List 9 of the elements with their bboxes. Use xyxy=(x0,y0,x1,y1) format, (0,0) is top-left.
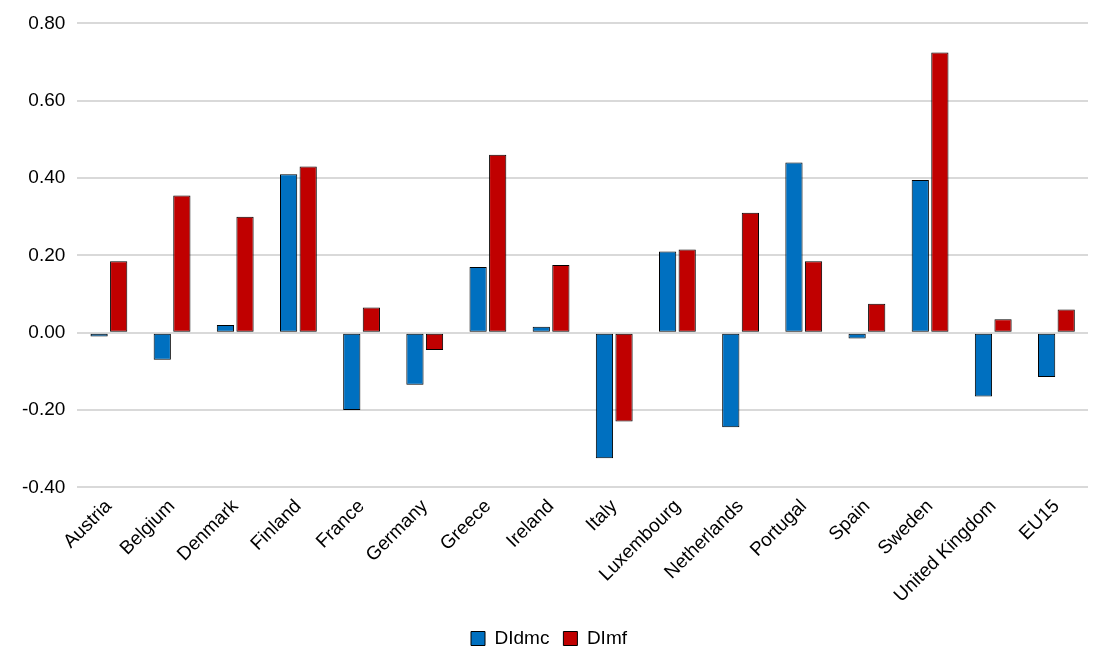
y-tick-label: 0.00 xyxy=(28,320,66,342)
y-tick-label: 0.20 xyxy=(28,243,66,265)
y-tick-label: -0.20 xyxy=(21,398,66,420)
y-tick-label: 0.40 xyxy=(28,166,66,188)
y-tick-label: -0.40 xyxy=(21,475,66,497)
y-tick-label: 0.80 xyxy=(28,11,66,33)
legend-label: DImf xyxy=(586,626,628,648)
y-tick-label: 0.60 xyxy=(28,88,66,110)
legend-label: DIdmc xyxy=(494,626,550,648)
